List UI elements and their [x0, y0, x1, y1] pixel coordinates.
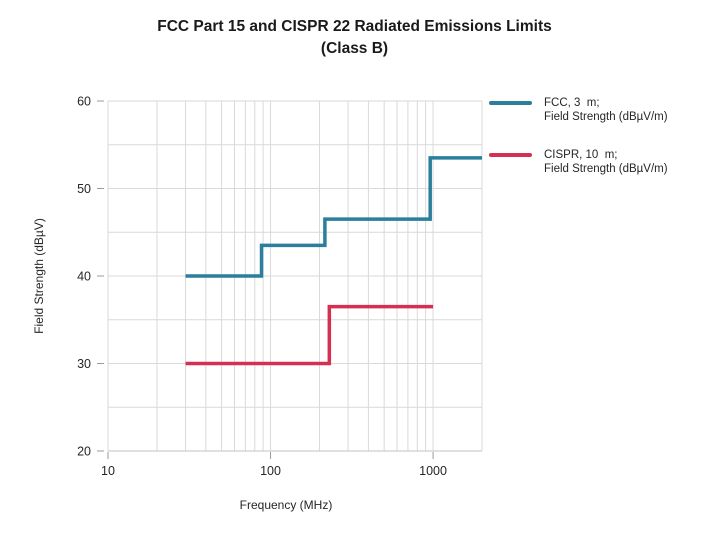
cispr-series-line — [185, 304, 434, 366]
chart-title-line1: FCC Part 15 and CISPR 22 Radiated Emissi… — [157, 18, 552, 35]
legend-item-cispr: CISPR, 10 m; Field Strength (dBµV/m) — [489, 148, 704, 176]
legend-item-fcc: FCC, 3 m; Field Strength (dBµV/m) — [489, 96, 704, 124]
x-tick-label: 100 — [260, 464, 281, 478]
fcc-series-line — [185, 156, 482, 278]
y-tick-label: 40 — [77, 270, 91, 284]
chart-title-line2: (Class B) — [320, 40, 389, 57]
legend-label-cispr: CISPR, 10 m; Field Strength (dBµV/m) — [544, 149, 668, 175]
legend-label-fcc: FCC, 3 m; Field Strength (dBµV/m) — [544, 97, 668, 123]
x-tick-label: 1000 — [419, 464, 447, 478]
chart-title: FCC Part 15 and CISPR 22 Radiated Emissi… — [0, 16, 709, 60]
y-tick-label: 30 — [77, 357, 91, 371]
legend: FCC, 3 m; Field Strength (dBµV/m) CISPR,… — [489, 96, 704, 200]
y-tick-label: 20 — [77, 445, 91, 459]
y-axis-title: Field Strength (dBµV) — [32, 218, 46, 334]
y-tick-label: 50 — [77, 182, 91, 196]
x-tick-label: 10 — [101, 464, 115, 478]
x-axis-title: Frequency (MHz) — [240, 498, 333, 512]
fcc-line-swatch-icon — [489, 101, 532, 105]
y-tick-label: 60 — [77, 95, 91, 109]
cispr-line-swatch-icon — [489, 153, 532, 157]
